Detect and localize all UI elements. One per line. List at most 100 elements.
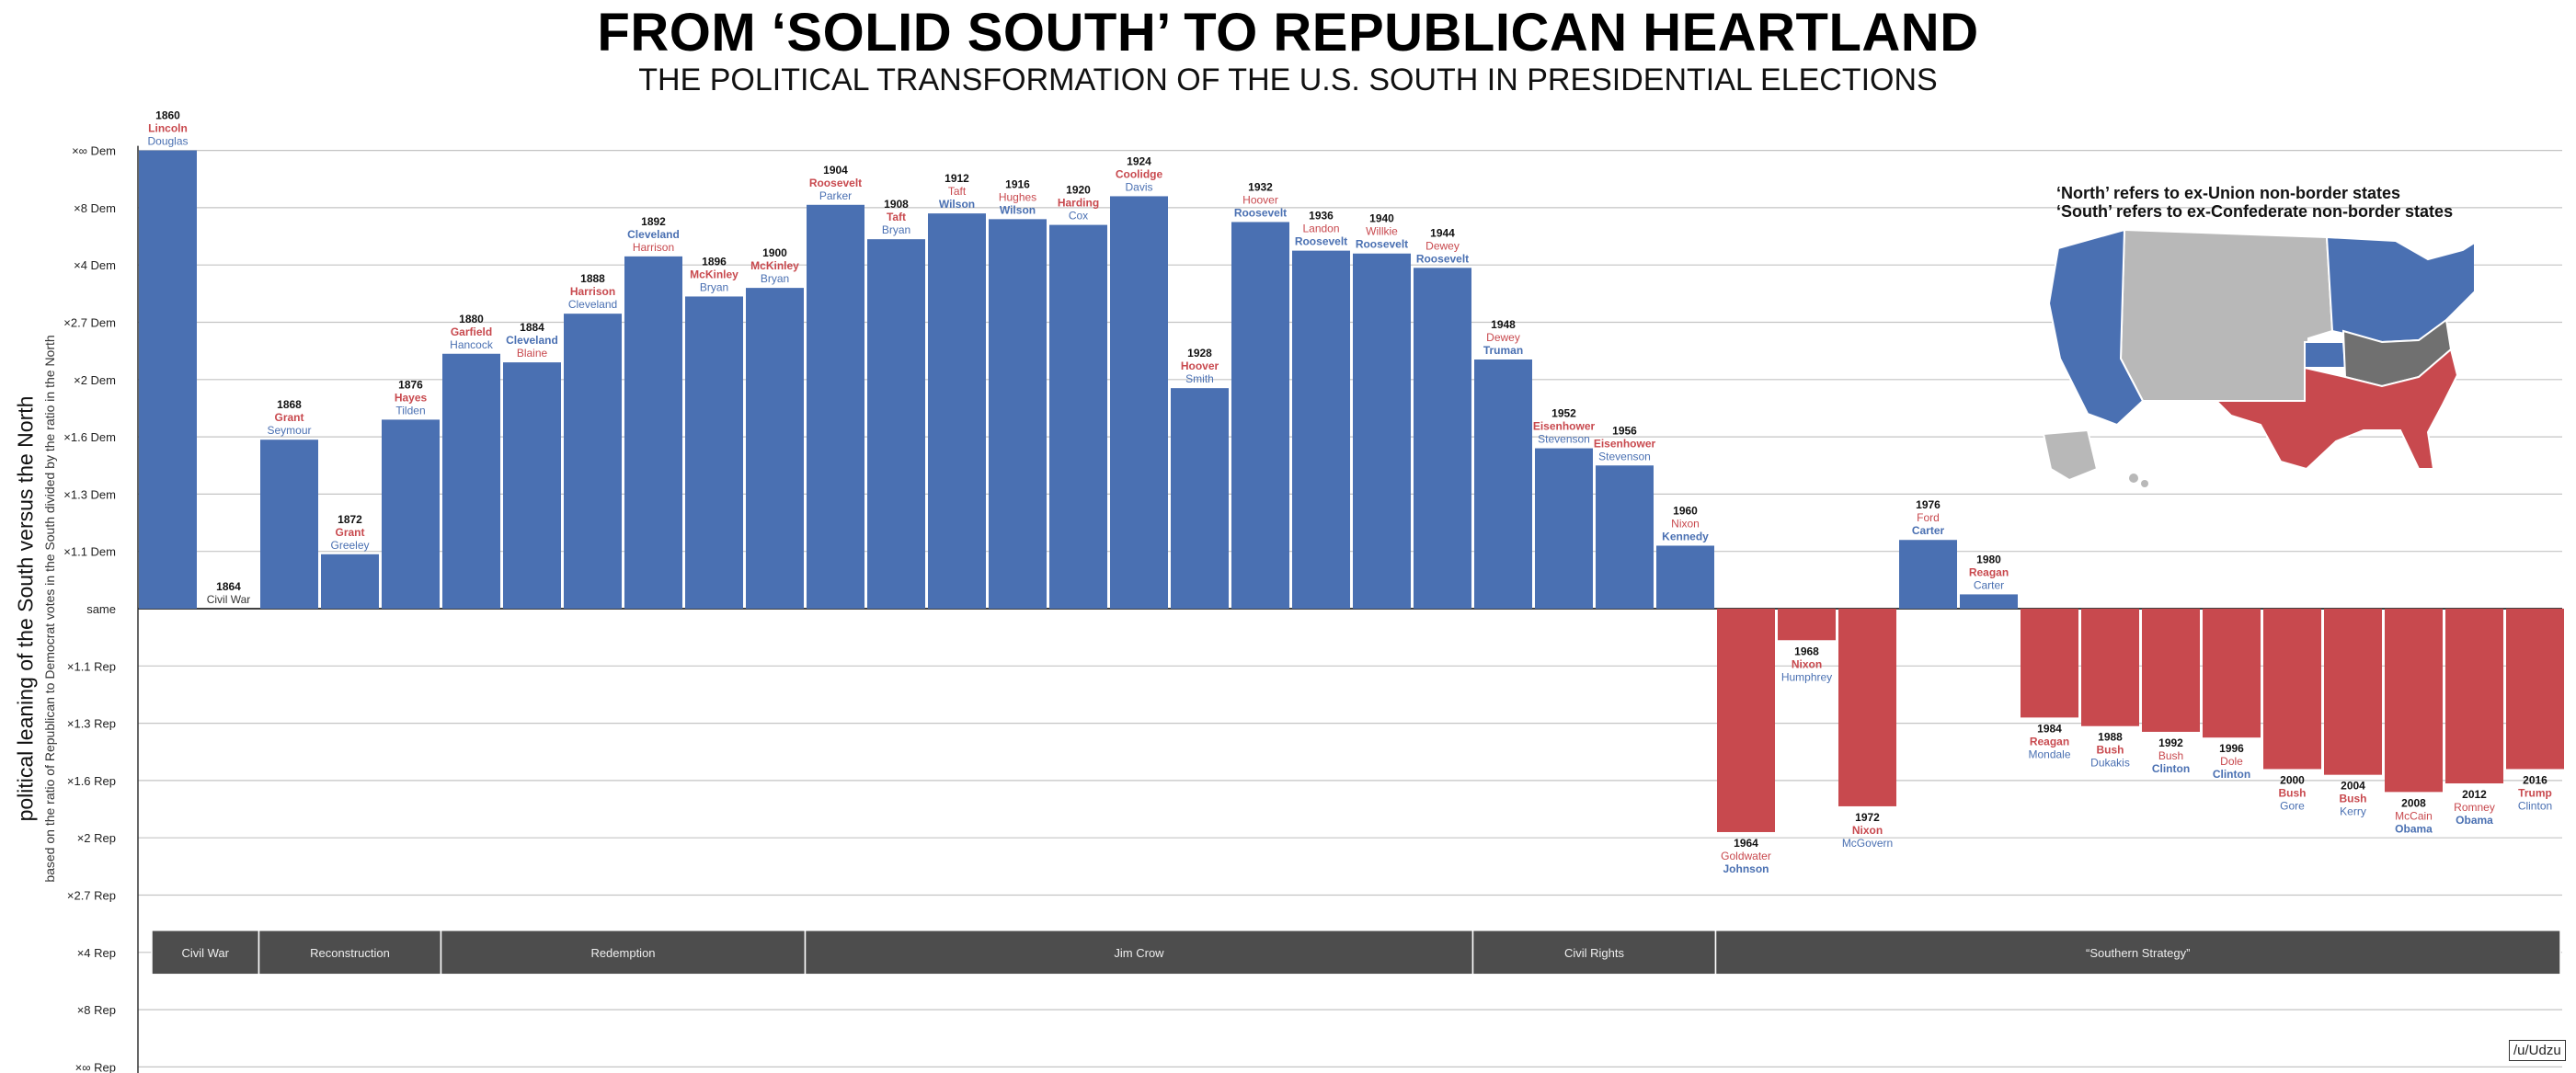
bar-label-loser: Parker [819,189,852,202]
chart-title: FROM ‘SOLID SOUTH’ TO REPUBLICAN HEARTLA… [597,3,1979,63]
bar-label-year: 1948 [1491,318,1516,331]
bar-1912 [928,213,986,609]
bar-label-loser: Hughes [999,190,1036,203]
bar-label-winner: Hayes [395,391,428,404]
bar-label-loser: Humphrey [1781,670,1832,683]
bar-1964 [1717,609,1775,832]
bar-1880 [442,353,500,609]
y-tick-label: ×∞ Rep [75,1060,116,1073]
bar-label-loser: Hancock [450,338,494,351]
bar-2012 [2445,609,2503,784]
bar-label-year: 2000 [2280,773,2305,786]
era-band [804,930,1474,976]
bar-label-year: 1984 [2037,722,2062,735]
bar-label-winner: Bush [2340,793,2367,805]
bar-label-year: 2012 [2462,788,2487,801]
bar-label-loser: Stevenson [1598,450,1651,462]
bar-label-winner: Nixon [1792,657,1822,670]
bar-label-year: 1960 [1673,504,1698,517]
bar-1952 [1535,448,1593,609]
bar-label-winner: Bush [2097,744,2124,757]
bar-label-year: 1940 [1369,212,1394,225]
map-alaska-hawaii [2042,428,2148,487]
bar-label-winner: Reagan [2030,735,2069,748]
bar-label-note: Civil War [207,593,251,606]
bar-label-loser: Kerry [2340,805,2366,818]
bar-label-loser: Smith [1185,372,1214,385]
bar-1896 [685,296,743,609]
bar-1940 [1353,253,1411,609]
map-north-midwest [2304,235,2474,369]
bar-label-loser: Dukakis [2090,757,2130,770]
bar-label-loser: Mondale [2028,748,2070,760]
map-south [2214,348,2459,471]
y-tick-label: ×8 Rep [77,1003,116,1017]
bar-label-year: 1928 [1187,347,1212,360]
bar-label-winner: Garfield [451,325,492,338]
bar-label-loser: Davis [1125,180,1152,193]
bar-label-loser: McGovern [1842,837,1893,850]
bar-1888 [564,314,622,609]
bar-label-winner: Eisenhower [1533,420,1596,433]
bar-label-winner: Eisenhower [1594,437,1656,450]
bar-label-winner: Coolidge [1116,167,1163,180]
bar-1920 [1049,224,1107,609]
bar-label-year: 1964 [1734,837,1758,850]
bar-1904 [807,204,864,609]
era-label: Jim Crow [1114,946,1164,960]
bar-label-loser: McCain [2395,809,2433,822]
bar-label-winner: Wilson [1000,203,1036,216]
bar-label-winner: Grant [274,411,303,424]
bar-1996 [2203,609,2261,738]
bar-label-year: 1912 [945,172,969,185]
bar-label-loser: Landon [1302,223,1339,235]
bar-label-year: 1888 [580,272,605,285]
bar-label-loser: Romney [2454,801,2495,814]
bar-label-winner: Reagan [1969,565,2009,578]
bar-1860 [139,150,197,609]
bar-2004 [2324,609,2382,775]
bar-1976 [1899,540,1957,609]
bar-label-year: 1996 [2219,742,2244,755]
y-tick-label: ×1.1 Rep [67,659,116,673]
bar-label-year: 1892 [641,215,666,228]
bar-label-loser: Tilden [395,404,425,417]
bar-label-winner: Nixon [1852,824,1883,837]
era-band [151,930,260,976]
y-tick-label: ×1.3 Rep [67,717,116,731]
era-band [1714,930,2561,976]
bar-label-winner: Roosevelt [809,177,862,189]
bar-1968 [1778,609,1836,641]
map-north-west-coast [2047,228,2145,427]
y-tick-label: ×1.6 Rep [67,774,116,788]
y-tick-label: ×4 Dem [74,258,116,272]
y-tick-label: same [86,602,116,616]
bar-label-loser: Dewey [1486,331,1520,344]
bar-1972 [1838,609,1896,806]
bar-label-loser: Hoover [1242,193,1278,206]
bar-label-year: 2008 [2401,796,2426,809]
bar-label-year: 1972 [1855,811,1880,824]
bar-label-year: 1980 [1976,553,2001,565]
bar-label-winner: McKinley [750,259,799,272]
y-tick-label: ×1.1 Dem [63,545,116,559]
bar-label-loser: Seymour [267,424,311,437]
bar-label-winner: Taft [887,211,906,223]
bar-label-loser: Clinton [2518,799,2552,812]
bar-1948 [1474,359,1532,609]
bar-label-winner: Trump [2518,786,2552,799]
bar-label-winner: Obama [2395,822,2433,835]
bar-1924 [1110,196,1168,609]
bar-label-year: 1936 [1309,210,1334,223]
bar-label-winner: Roosevelt [1234,206,1287,219]
bar-label-winner: Roosevelt [1416,252,1469,265]
bar-label-loser: Stevenson [1538,433,1590,446]
bar-label-winner: Cleveland [506,334,558,347]
bar-label-loser: Goldwater [1721,850,1771,862]
bar-2000 [2263,609,2321,770]
bar-label-loser: Blaine [517,347,548,360]
bar-label-winner: Johnson [1723,862,1769,875]
bar-label-loser: Cox [1069,210,1088,223]
map-caption-south: ‘South’ refers to ex-Confederate non-bor… [2056,202,2454,221]
bar-label-year: 2016 [2523,773,2547,786]
